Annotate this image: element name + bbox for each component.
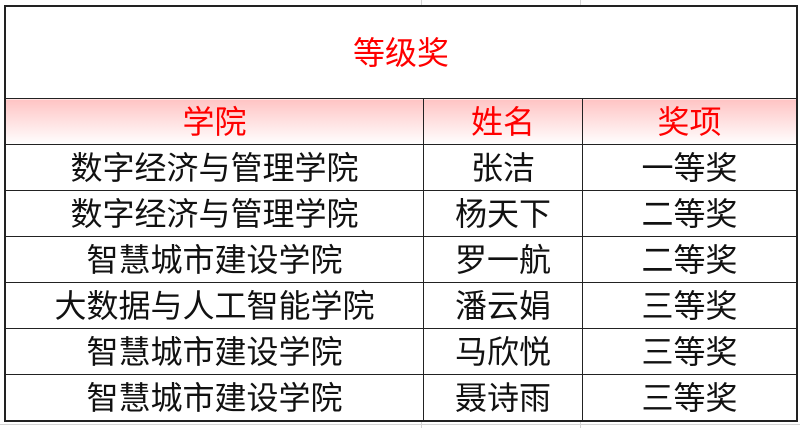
cell-name[interactable]: 杨天下 [423, 190, 583, 237]
cell-college[interactable]: 智慧城市建设学院 [4, 328, 424, 375]
cell-college[interactable]: 数字经济与管理学院 [4, 144, 424, 191]
header-award[interactable]: 奖项 [582, 98, 798, 145]
cell-award[interactable]: 三等奖 [582, 328, 798, 375]
table-row: 数字经济与管理学院 杨天下 二等奖 [4, 190, 798, 237]
title-row: 等级奖 [4, 5, 798, 99]
table-row: 智慧城市建设学院 马欣悦 三等奖 [4, 328, 798, 375]
header-college[interactable]: 学院 [4, 98, 424, 145]
table-row: 智慧城市建设学院 罗一航 二等奖 [4, 236, 798, 283]
cell-college[interactable]: 大数据与人工智能学院 [4, 282, 424, 329]
table-row: 智慧城市建设学院 聂诗雨 三等奖 [4, 374, 798, 422]
table-row: 数字经济与管理学院 张洁 一等奖 [4, 144, 798, 191]
cell-name[interactable]: 罗一航 [423, 236, 583, 283]
header-name[interactable]: 姓名 [423, 98, 583, 145]
cell-college[interactable]: 智慧城市建设学院 [4, 236, 424, 283]
cell-name[interactable]: 张洁 [423, 144, 583, 191]
table-row: 大数据与人工智能学院 潘云娟 三等奖 [4, 282, 798, 329]
award-table: 等级奖 学院 姓名 奖项 数字经济与管理学院 张洁 一等奖 数字经济与管理学院 … [4, 5, 798, 422]
cell-award[interactable]: 三等奖 [582, 374, 798, 422]
cell-award[interactable]: 二等奖 [582, 236, 798, 283]
cell-college[interactable]: 智慧城市建设学院 [4, 374, 424, 422]
cell-award[interactable]: 三等奖 [582, 282, 798, 329]
cell-college[interactable]: 数字经济与管理学院 [4, 190, 424, 237]
cell-award[interactable]: 一等奖 [582, 144, 798, 191]
table-title[interactable]: 等级奖 [4, 5, 798, 99]
cell-name[interactable]: 聂诗雨 [423, 374, 583, 422]
cell-name[interactable]: 马欣悦 [423, 328, 583, 375]
header-row: 学院 姓名 奖项 [4, 98, 798, 145]
cell-name[interactable]: 潘云娟 [423, 282, 583, 329]
cell-award[interactable]: 二等奖 [582, 190, 798, 237]
sheet-gridline [0, 424, 800, 425]
